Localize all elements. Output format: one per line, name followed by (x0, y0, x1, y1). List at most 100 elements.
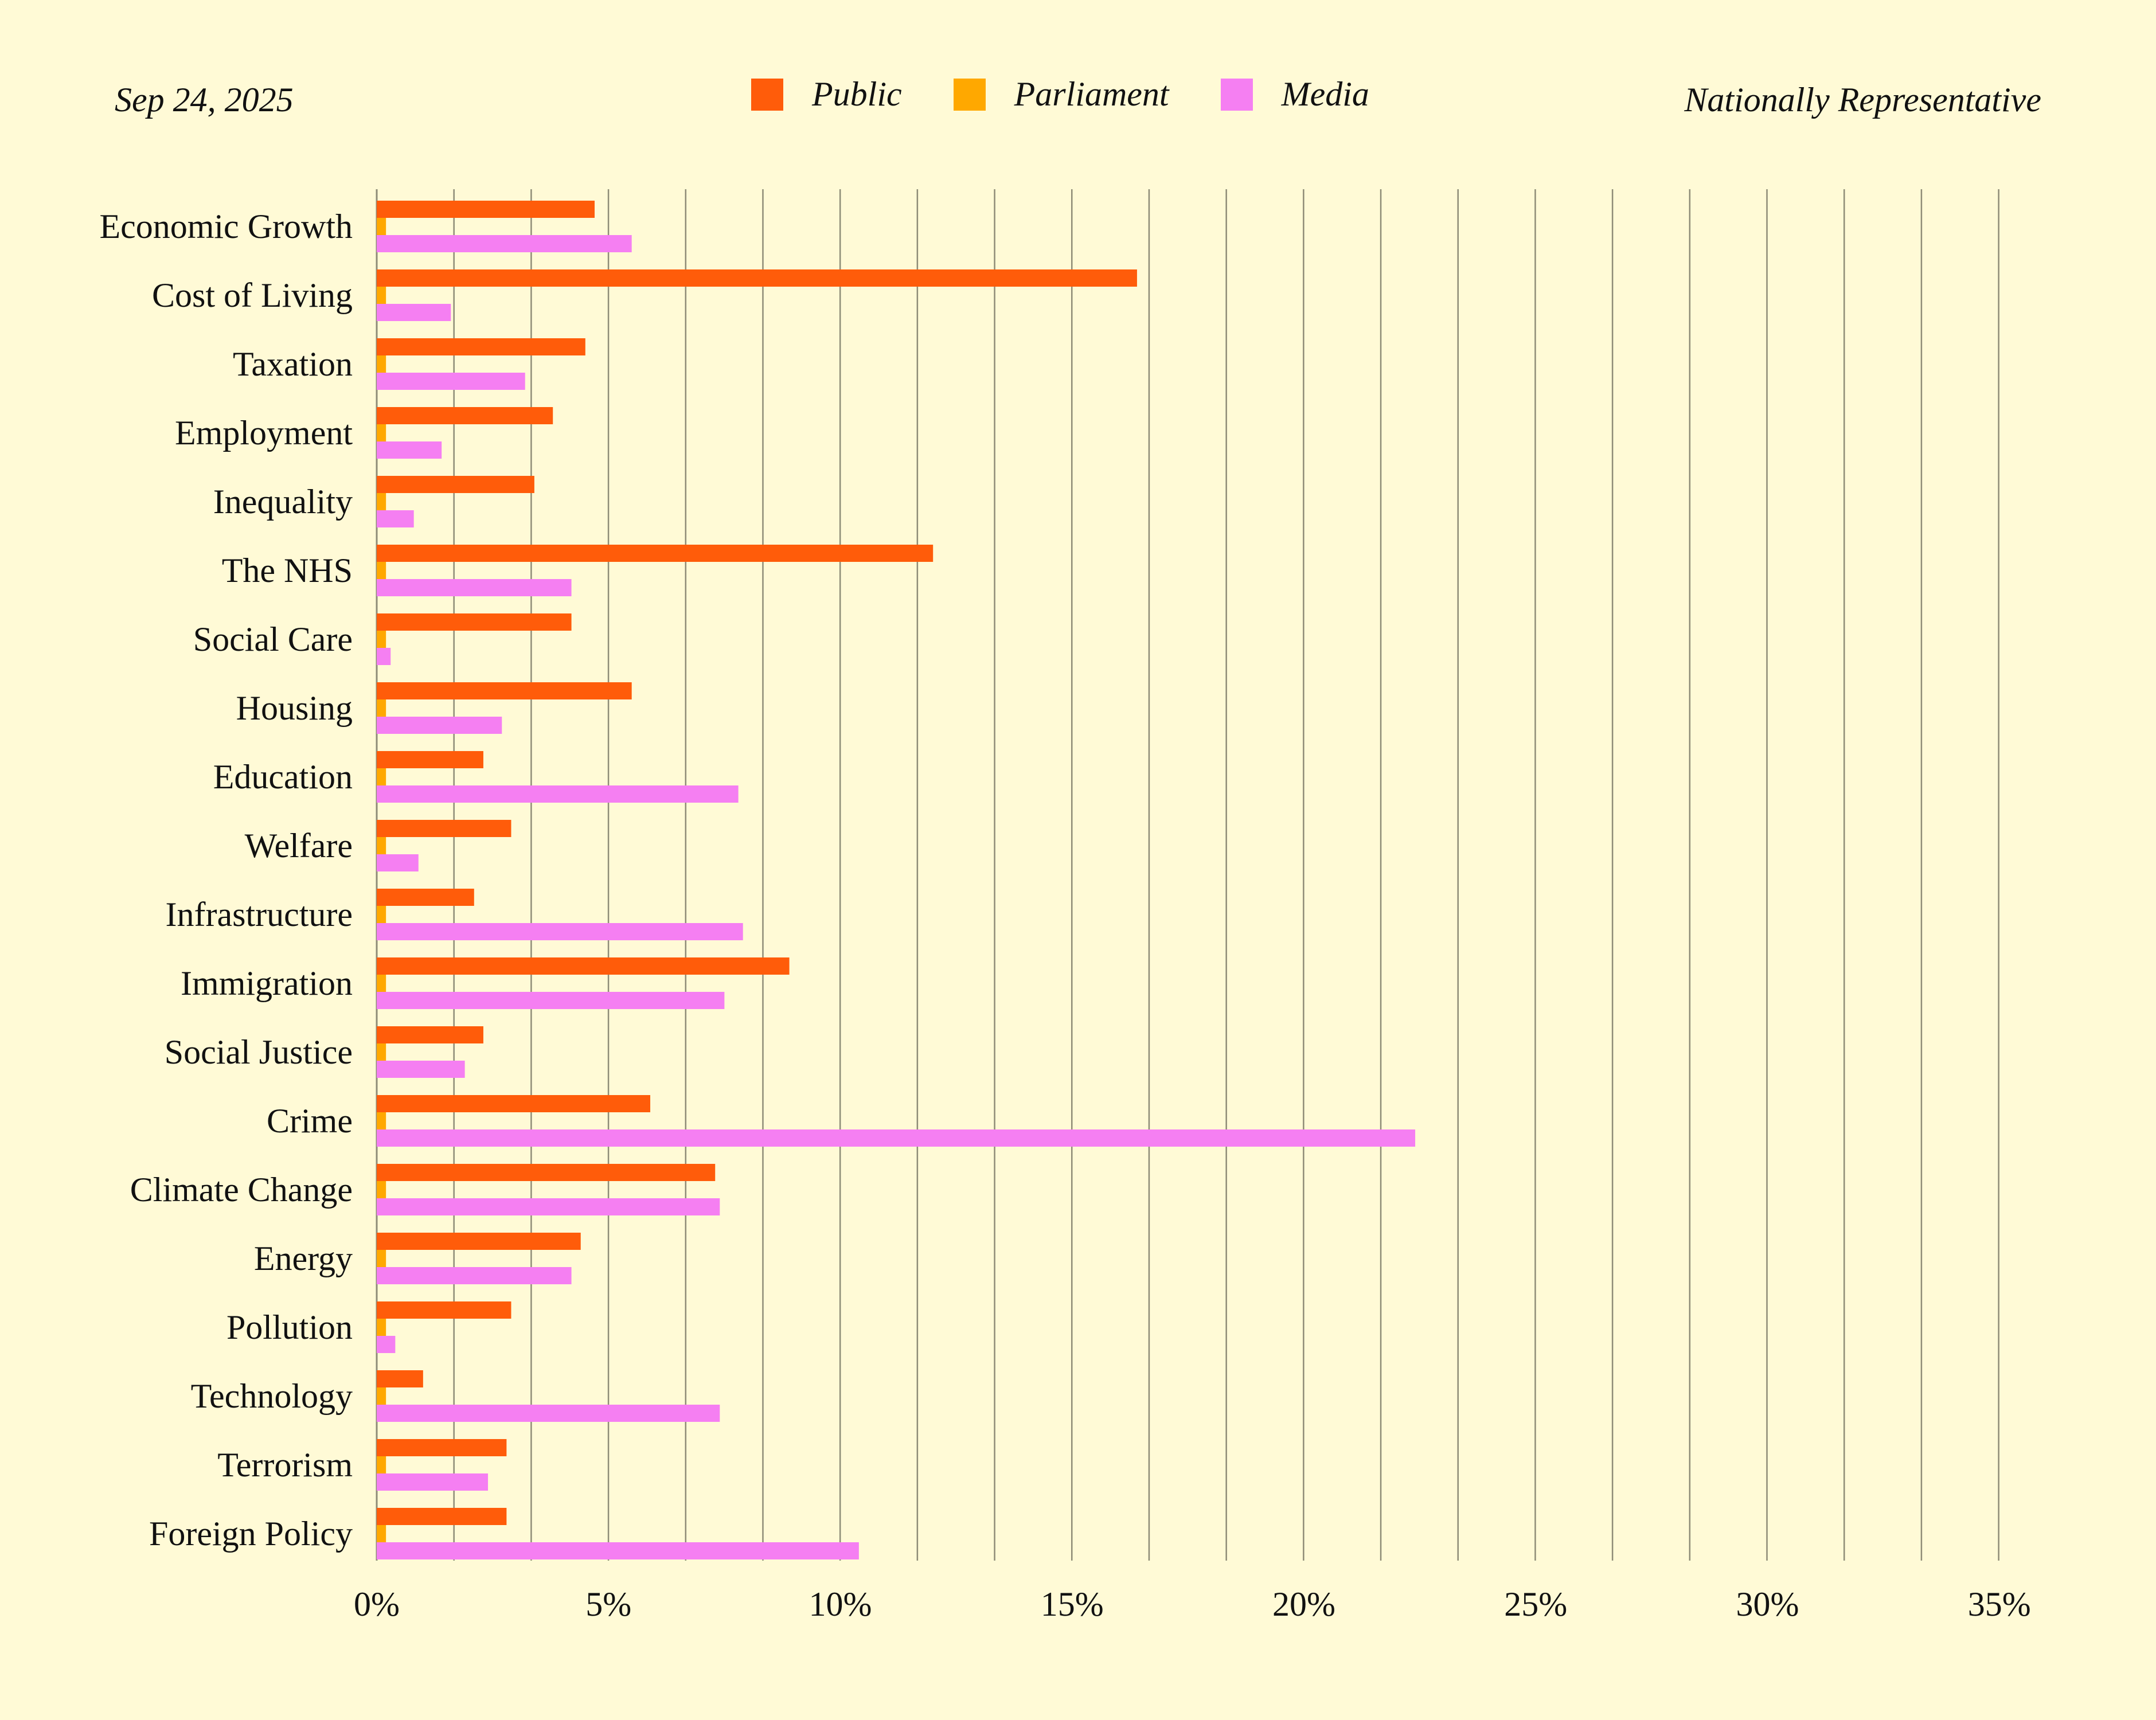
bar-parliament (377, 493, 386, 510)
legend-swatch-public (751, 78, 783, 111)
bar-parliament (377, 768, 386, 785)
bar-parliament (377, 1456, 386, 1473)
legend-swatch-parliament (953, 78, 986, 111)
category-label: Infrastructure (166, 896, 353, 933)
tick-labels: 0% 5% 10% 15% 20% 25% 30% 35% (354, 1585, 2031, 1623)
category-label: Energy (254, 1240, 353, 1277)
bar-public (377, 269, 1137, 287)
category-label: Immigration (181, 964, 353, 1002)
bar-parliament (377, 562, 386, 579)
bar-public (377, 476, 534, 493)
bar-media (377, 373, 525, 390)
bar-media (377, 1405, 720, 1422)
bar-public (377, 1026, 483, 1043)
bar-parliament (377, 1181, 386, 1198)
bar-parliament (377, 1043, 386, 1061)
bar-public (377, 1439, 507, 1456)
category-label: Technology (191, 1377, 353, 1415)
bar-parliament (377, 906, 386, 923)
x-tick-label: 0% (354, 1585, 400, 1623)
bars (377, 201, 1416, 1559)
date-label: Sep 24, 2025 (115, 81, 294, 119)
category-label: Social Care (193, 620, 353, 658)
bar-media (377, 923, 743, 940)
x-tick-label: 5% (585, 1585, 631, 1623)
category-label: Employment (175, 414, 353, 452)
bar-media (377, 717, 502, 734)
bar-public (377, 1095, 651, 1112)
bar-public (377, 1370, 423, 1387)
bar-public (377, 682, 632, 699)
bar-media (377, 304, 451, 321)
bar-public (377, 957, 790, 975)
bar-public (377, 1233, 581, 1250)
category-label: Crime (267, 1102, 353, 1140)
bar-media (377, 510, 414, 527)
bar-media (377, 579, 572, 596)
bar-media (377, 1336, 396, 1353)
bar-public (377, 1164, 716, 1181)
x-tick-label: 30% (1736, 1585, 1799, 1623)
bar-parliament (377, 699, 386, 717)
x-tick-label: 25% (1504, 1585, 1567, 1623)
bar-media (377, 235, 632, 252)
bar-parliament (377, 1387, 386, 1405)
bar-public (377, 820, 511, 837)
category-labels: Economic Growth Cost of Living Taxation Emp… (99, 208, 353, 1553)
bar-public (377, 1508, 507, 1525)
category-label: Education (213, 758, 353, 796)
category-label: Taxation (233, 345, 353, 383)
bar-media (377, 1267, 572, 1284)
bar-media (377, 441, 442, 459)
bar-media (377, 854, 419, 871)
legend-label-parliament: Parliament (1014, 75, 1169, 113)
x-tick-label: 10% (809, 1585, 872, 1623)
bar-media (377, 992, 725, 1009)
bar-media (377, 1198, 720, 1215)
bar-public (377, 201, 595, 218)
bar-parliament (377, 1112, 386, 1129)
legend-label-public: Public (812, 75, 902, 113)
bar-public (377, 407, 553, 424)
category-label: Climate Change (130, 1171, 353, 1209)
bar-media (377, 1129, 1416, 1147)
legend-item-parliament: Parliament (953, 75, 1169, 114)
category-label: Welfare (245, 827, 353, 865)
bar-media (377, 648, 391, 665)
bar-parliament (377, 631, 386, 648)
bar-public (377, 613, 572, 631)
bar-public (377, 1301, 511, 1319)
bar-media (377, 1473, 489, 1491)
x-tick-label: 20% (1272, 1585, 1335, 1623)
bar-public (377, 889, 474, 906)
sample-label: Nationally Representative (1684, 81, 2041, 119)
bar-parliament (377, 837, 386, 854)
bar-parliament (377, 218, 386, 235)
bar-media (377, 785, 739, 803)
bar-parliament (377, 1319, 386, 1336)
grid-lines (376, 189, 1999, 1561)
category-label: Housing (236, 689, 353, 727)
category-label: Inequality (213, 483, 353, 521)
bar-media (377, 1061, 465, 1078)
bar-parliament (377, 1525, 386, 1542)
category-label: Cost of Living (152, 276, 353, 314)
legend-item-public: Public (751, 75, 902, 114)
legend-label-media: Media (1281, 75, 1369, 113)
bar-public (377, 545, 934, 562)
x-tick-label: 15% (1041, 1585, 1104, 1623)
bar-parliament (377, 1250, 386, 1267)
category-label: The NHS (222, 552, 353, 589)
bar-parliament (377, 975, 386, 992)
category-label: Pollution (226, 1308, 353, 1346)
legend-item-media: Media (1220, 75, 1369, 114)
bar-public (377, 338, 585, 355)
legend-swatch-media (1220, 78, 1253, 111)
bar-parliament (377, 355, 386, 373)
category-label: Terrorism (217, 1446, 353, 1484)
bar-public (377, 751, 483, 768)
legend: Public Parliament Media (751, 75, 1421, 114)
x-tick-label: 35% (1968, 1585, 2031, 1623)
category-label: Economic Growth (99, 208, 353, 245)
